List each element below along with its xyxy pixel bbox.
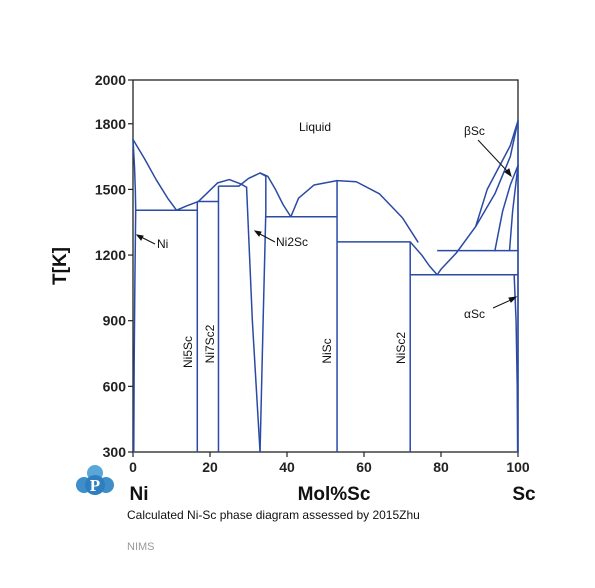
- x-axis-right-element: Sc: [512, 484, 536, 505]
- label-alpha-sc: αSc: [464, 307, 485, 321]
- x-tick-label: 40: [279, 459, 295, 475]
- x-axis-ticks: 0 20 40 60 80 100: [129, 452, 530, 475]
- label-nisc2: NiSc2: [394, 332, 408, 364]
- curve-liquidus-ni2sc-right: [259, 172, 292, 218]
- label-beta-sc: βSc: [464, 124, 485, 138]
- logo-icon: P: [76, 465, 114, 495]
- svg-text:P: P: [90, 476, 100, 495]
- x-tick-label: 0: [129, 459, 137, 475]
- phase-lines: [135, 120, 519, 452]
- arrow-alpha-sc: [492, 298, 514, 309]
- arrow-beta-sc: [477, 139, 509, 173]
- x-tick-label: 20: [202, 459, 218, 475]
- figure-caption: Calculated Ni-Sc phase diagram assessed …: [127, 508, 420, 522]
- plot-frame: [132, 79, 519, 453]
- annotation-arrows: [135, 139, 518, 309]
- label-ni7sc2: Ni7Sc2: [203, 324, 217, 363]
- curve-ni2sc-right-boundary: [259, 175, 267, 453]
- arrow-ni2sc-head: [253, 230, 262, 237]
- curve-liquidus-nisc: [290, 179, 419, 243]
- y-tick-label: 300: [103, 444, 127, 460]
- y-tick-label: 2000: [95, 72, 126, 88]
- curve-liquidus-ni: [132, 138, 178, 211]
- curve-beta-sc-liquidus: [474, 119, 519, 228]
- x-tick-label: 60: [356, 459, 372, 475]
- x-axis-left-element: Ni: [130, 484, 149, 505]
- curve-solvus-ni: [133, 209, 137, 453]
- label-nisc: NiSc: [320, 338, 334, 363]
- arrow-ni-head: [135, 234, 144, 241]
- curve-liquidus-ni5sc-peritectic: [175, 178, 248, 211]
- label-ni: Ni: [157, 237, 168, 251]
- label-liquid: Liquid: [299, 120, 331, 134]
- y-axis-ticks: 300 600 900 1200 1500 1800 2000: [95, 72, 133, 460]
- curve-liquidus-nisc2-eutectic: [409, 119, 519, 276]
- curve-beta-sc-inner: [508, 164, 519, 252]
- y-tick-label: 900: [103, 313, 127, 329]
- x-axis-title: Mol%Sc: [298, 484, 371, 505]
- y-axis-title: T[K]: [50, 247, 71, 285]
- phase-boundaries: [132, 119, 519, 453]
- x-tick-label: 100: [506, 459, 530, 475]
- curve-alpha-sc-solvus: [513, 274, 519, 453]
- curve-beta-sc-solidus: [494, 164, 519, 252]
- curve-liquidus-ni2sc-left: [238, 172, 267, 187]
- label-ni2sc: Ni2Sc: [276, 235, 308, 249]
- arrow-alpha-sc-head: [508, 296, 518, 303]
- y-tick-label: 1500: [95, 181, 126, 197]
- y-tick-label: 1200: [95, 247, 126, 263]
- arrow-ni2sc: [257, 232, 276, 243]
- x-tick-label: 80: [433, 459, 449, 475]
- curve-solidus-ni: [132, 138, 137, 211]
- label-ni5sc: Ni5Sc: [181, 336, 195, 368]
- footer-source: NIMS: [127, 541, 155, 553]
- y-tick-label: 1800: [95, 116, 126, 132]
- y-tick-label: 600: [103, 378, 127, 394]
- curve-ni2sc-left-boundary: [245, 186, 261, 453]
- arrow-beta-sc-head: [504, 168, 512, 178]
